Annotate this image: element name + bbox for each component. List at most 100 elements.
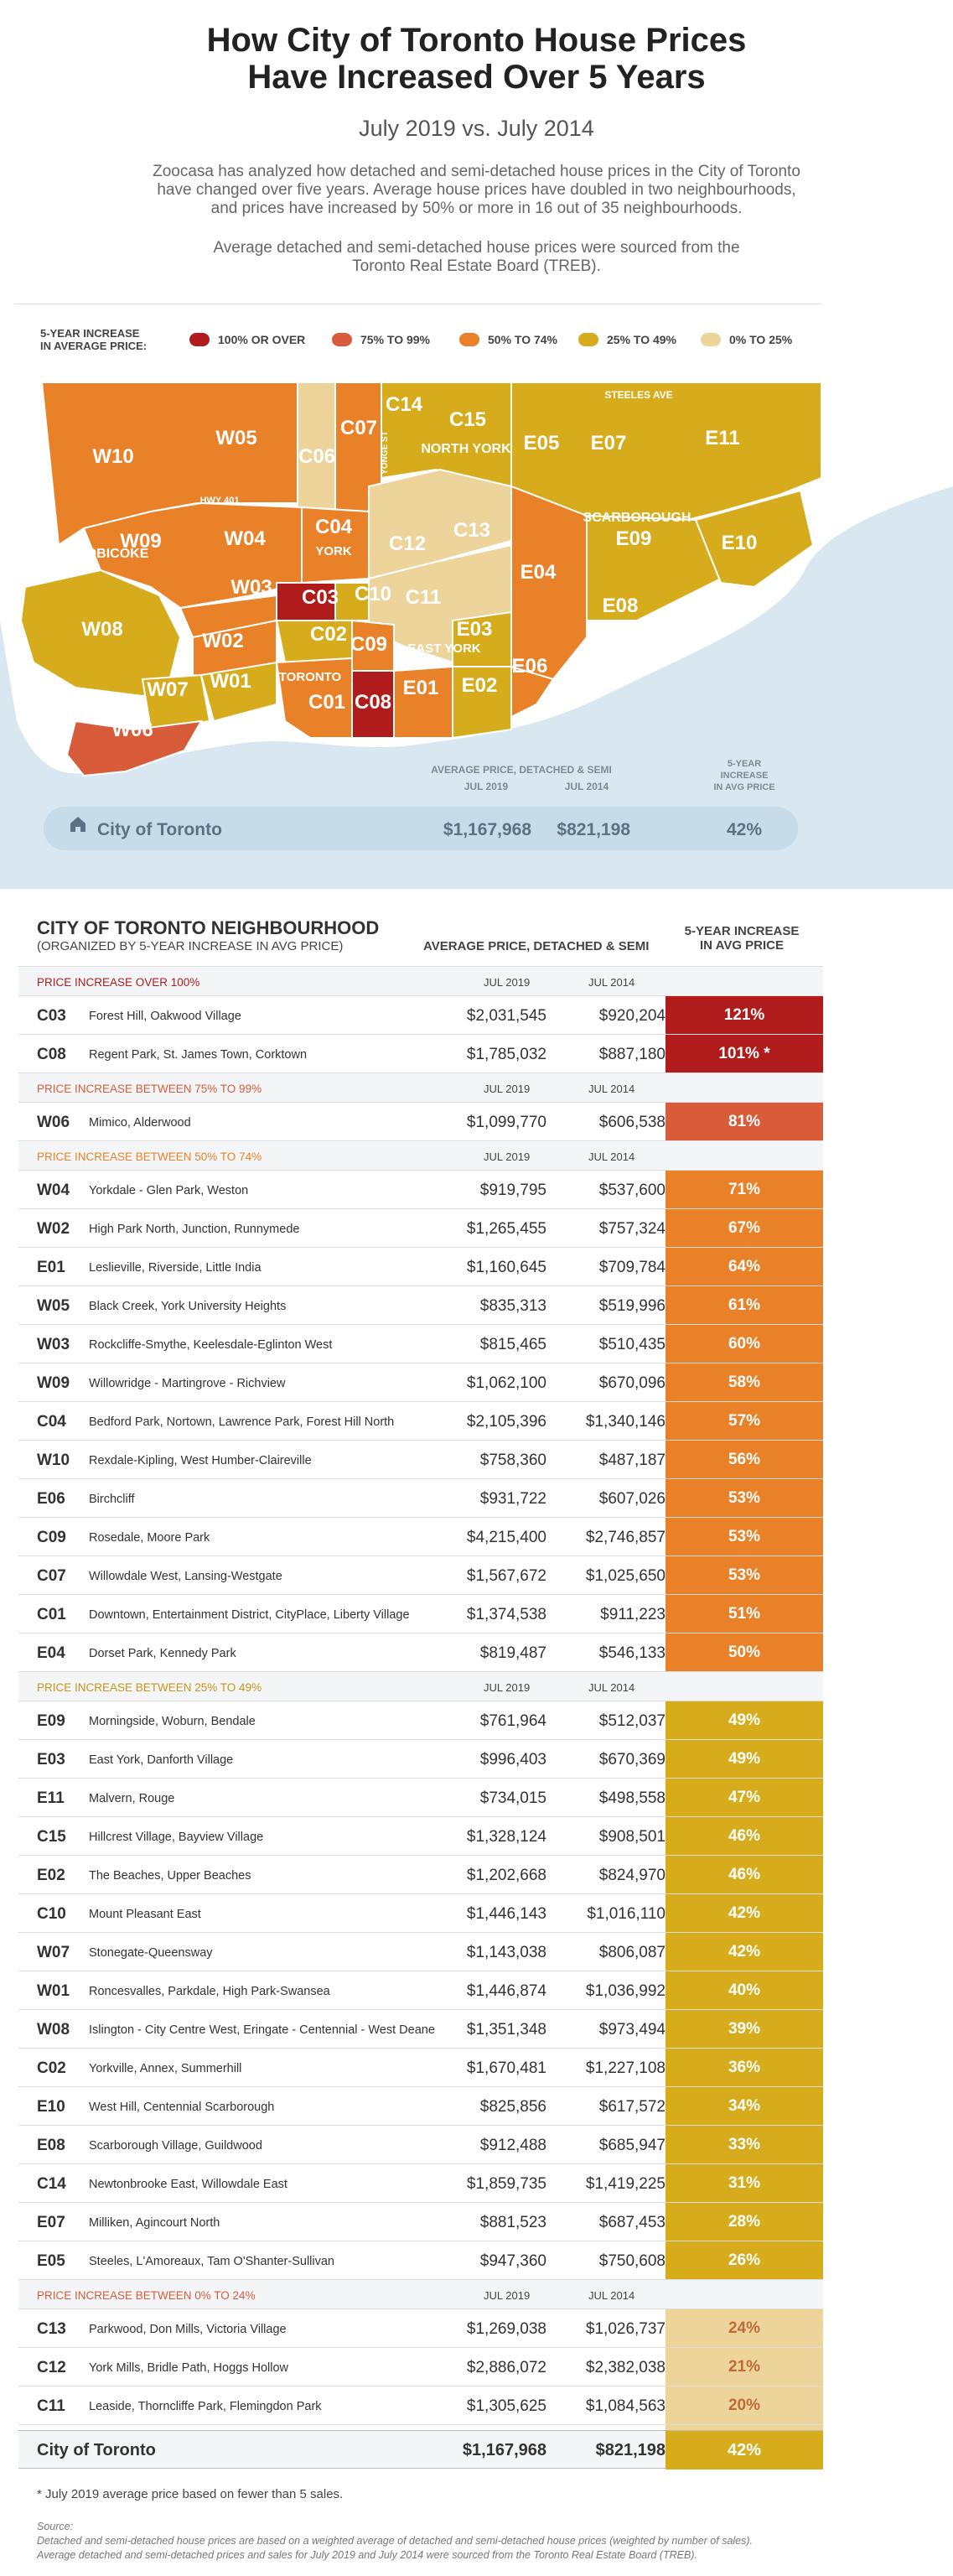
row-name: Willowdale West, Lansing-Westgate: [89, 1570, 282, 1583]
table-row: W02 High Park North, Junction, Runnymede $…: [18, 1208, 823, 1248]
row-price-2014: $498,558: [598, 1789, 666, 1807]
map-label: W03: [230, 576, 272, 599]
map-label: W08: [81, 618, 122, 641]
row-increase: 58%: [666, 1363, 823, 1402]
row-price-2019: $734,015: [479, 1789, 546, 1807]
row-name: Malvern, Rouge: [89, 1792, 175, 1805]
row-price-2019: $1,099,770: [466, 1114, 546, 1131]
table-subtitle: (ORGANIZED BY 5-YEAR INCREASE IN AVG PRI…: [37, 939, 344, 953]
map-label: C14: [386, 393, 423, 416]
row-price-2014: $670,096: [598, 1374, 666, 1392]
row-code: C13: [37, 2320, 66, 2338]
total-pct: 42%: [666, 2431, 823, 2470]
row-code: E05: [37, 2252, 65, 2270]
source-note: Source: Detached and semi-detached house…: [37, 2520, 753, 2563]
region-e02: [452, 666, 512, 740]
map-label: HWY 401: [200, 496, 240, 506]
row-price-2019: $919,795: [479, 1182, 546, 1199]
row-price-2019: $1,265,455: [466, 1220, 546, 1238]
legend-item-label: 50% TO 74%: [488, 333, 558, 346]
row-price-2019: $819,487: [479, 1644, 546, 1662]
map-label: E03: [457, 618, 493, 641]
legend-swatch: [189, 333, 210, 346]
table-row: E03 East York, Danforth Village $996,403 $6…: [18, 1739, 823, 1779]
map-label: STEELES AVE: [604, 389, 672, 401]
row-price-2014: $1,084,563: [585, 2397, 666, 2415]
row-price-2014: $2,746,857: [585, 1529, 666, 1546]
legend-label-line: IN AVERAGE PRICE:: [40, 340, 148, 352]
row-increase: 61%: [666, 1286, 823, 1325]
total-p14: $821,198: [595, 2441, 666, 2459]
section-year-2019: JUL 2019: [484, 1083, 531, 1095]
row-price-2014: $537,600: [598, 1182, 666, 1199]
row-increase: 53%: [666, 1479, 823, 1518]
row-increase: 67%: [666, 1209, 823, 1248]
row-name: Stonegate-Queensway: [89, 1946, 213, 1960]
row-price-2019: $761,964: [479, 1712, 546, 1730]
row-code: E04: [37, 1644, 65, 1662]
map-label: C10: [355, 583, 391, 605]
legend-item: 50% TO 74%: [459, 333, 557, 346]
table-row: C07 Willowdale West, Lansing-Westgate $1,5…: [18, 1555, 823, 1595]
row-price-2019: $825,856: [479, 2098, 546, 2116]
subtitle: July 2019 vs. July 2014: [359, 116, 594, 141]
row-increase: 42%: [666, 1933, 823, 1971]
title-line-2: Have Increased Over 5 Years: [247, 59, 706, 96]
row-code: W04: [37, 1182, 70, 1199]
legend-item-label: 75% TO 99%: [360, 333, 431, 346]
row-name: West Hill, Centennial Scarborough: [89, 2101, 275, 2114]
map-label: W10: [92, 445, 133, 468]
toronto-map: W10 W05 C06 C07 C14 C15 NORTH YORK E05 E…: [0, 369, 953, 889]
row-price-2019: $2,105,396: [466, 1413, 546, 1431]
row-price-2014: $1,227,108: [585, 2059, 666, 2077]
legend-label-line: 5-YEAR INCREASE: [40, 327, 140, 340]
row-name: Dorset Park, Kennedy Park: [89, 1647, 236, 1660]
row-price-2014: $1,419,225: [585, 2175, 666, 2193]
row-price-2019: $1,785,032: [466, 1046, 546, 1063]
map-label: NORTH YORK: [421, 442, 511, 456]
map-label: EAST YORK: [407, 641, 480, 656]
map-label: C09: [350, 633, 387, 656]
row-increase: 39%: [666, 2010, 823, 2049]
row-price-2014: $1,340,146: [585, 1413, 666, 1431]
section-year-2014: JUL 2014: [588, 976, 635, 989]
legend-item-label: 100% OR OVER: [218, 333, 306, 346]
table-row: W03 Rockcliffe-Smythe, Keelesdale-Eglinto…: [18, 1324, 823, 1363]
region-w01: [199, 661, 277, 723]
row-increase: 42%: [666, 1894, 823, 1933]
map-label: C03: [302, 586, 339, 609]
row-name: Black Creek, York University Heights: [89, 1300, 287, 1313]
map-label: E04: [521, 561, 557, 584]
region-c01: [275, 657, 353, 739]
table-row: C03 Forest Hill, Oakwood Village $2,031,54…: [18, 995, 823, 1035]
intro-line: Average detached and semi-detached house…: [213, 239, 740, 257]
row-code: C02: [37, 2059, 66, 2077]
row-price-2014: $607,026: [598, 1490, 666, 1508]
table-row: E08 Scarborough Village, Guildwood $912,48…: [18, 2125, 823, 2164]
row-price-2014: $670,369: [598, 1751, 666, 1768]
row-name: Steeles, L'Amoreaux, Tam O'Shanter-Sulli…: [89, 2255, 334, 2268]
row-code: C10: [37, 1905, 66, 1923]
section-header: PRICE INCREASE BETWEEN 0% TO 24% JUL 2019…: [18, 2279, 823, 2309]
row-name: The Beaches, Upper Beaches: [89, 1869, 251, 1883]
row-code: C09: [37, 1529, 66, 1546]
row-price-2014: $973,494: [598, 2021, 666, 2038]
legend-swatch: [332, 333, 352, 346]
row-increase: 57%: [666, 1402, 823, 1441]
section-label: PRICE INCREASE BETWEEN 75% TO 99%: [37, 1083, 262, 1095]
row-price-2014: $750,608: [598, 2252, 666, 2270]
row-increase: 49%: [666, 1740, 823, 1779]
row-price-2014: $1,036,992: [585, 1982, 666, 2000]
row-price-2019: $1,859,735: [466, 2175, 546, 2193]
region-e06: [510, 665, 555, 719]
legend-swatch: [701, 333, 721, 346]
section-year-2019: JUL 2019: [484, 1150, 531, 1163]
map-label: C11: [406, 586, 442, 609]
summary-header-inc: INCREASE: [721, 771, 769, 781]
row-increase: 60%: [666, 1325, 823, 1363]
section-header: PRICE INCREASE OVER 100% JUL 2019 JUL 2014: [18, 966, 823, 995]
row-increase: 101% *: [666, 1035, 823, 1073]
row-price-2019: $1,670,481: [466, 2059, 546, 2077]
table-row: C12 York Mills, Bridle Path, Hoggs Hollow…: [18, 2347, 823, 2386]
row-price-2014: $546,133: [598, 1644, 666, 1662]
